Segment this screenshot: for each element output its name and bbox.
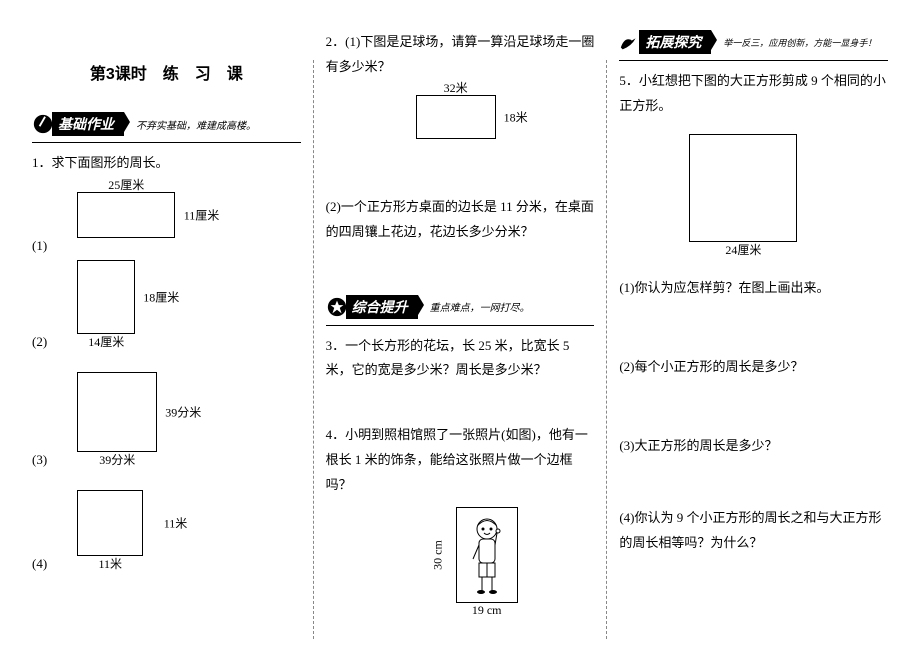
question-1: 1．求下面图形的周长。 xyxy=(32,151,301,176)
q1-tag-1: (1) xyxy=(32,238,54,254)
badge-comprehensive-sub: 重点难点，一网打尽。 xyxy=(430,299,530,314)
section-underline xyxy=(32,142,301,143)
section-underline xyxy=(326,325,595,326)
star-icon xyxy=(326,296,348,318)
section-header-comprehensive: 综合提升 重点难点，一网打尽。 xyxy=(326,295,595,319)
q1-3-bottom: 39分米 xyxy=(77,451,157,468)
q1-2-right: 18厘米 xyxy=(143,288,179,305)
badge-extend-sub: 举一反三，应用创新，方能一显身手！ xyxy=(723,36,876,49)
question-2a: 2．(1)下图是足球场，请算一算沿足球场走一圈有多少米？ xyxy=(326,30,595,79)
q1-tag-4: (4) xyxy=(32,556,54,572)
rectangle-shape xyxy=(416,95,496,139)
column-1: 第3课时 练 习 课 基础作业 不弃实基础，难建成高楼。 1．求下面图形的周长。… xyxy=(20,30,313,649)
photo-frame: 30 cm 19 cm xyxy=(456,507,518,603)
q1-4-bottom: 11米 xyxy=(77,555,143,572)
q1-tag-3: (3) xyxy=(32,452,54,468)
badge-basic-sub: 不弃实基础，难建成高楼。 xyxy=(136,117,256,132)
page-title: 第3课时 练 习 课 xyxy=(32,60,301,84)
q1-item-1: (1) 25厘米 11厘米 xyxy=(32,186,301,254)
question-5-1: (1)你认为应怎样剪？在图上画出来。 xyxy=(619,276,888,301)
q1-item-2: (2) 18厘米 14厘米 xyxy=(32,254,301,350)
column-3: 拓展探究 举一反三，应用创新，方能一显身手！ 5．小红想把下图的大正方形剪成 9… xyxy=(607,30,900,649)
q2-top: 32米 xyxy=(416,79,496,96)
question-5-4: (4)你认为 9 个小正方形的周长之和与大正方形的周长相等吗？为什么？ xyxy=(619,506,888,555)
boy-icon xyxy=(467,515,507,595)
q1-1-right: 11厘米 xyxy=(184,206,220,223)
q1-3-right: 39分米 xyxy=(165,403,201,420)
badge-extend: 拓展探究 xyxy=(639,30,711,54)
section-header-extend: 拓展探究 举一反三，应用创新，方能一显身手！ xyxy=(619,30,888,54)
badge-comprehensive: 综合提升 xyxy=(346,295,418,319)
square-shape xyxy=(689,134,797,242)
q1-item-3: (3) 39分米 39分米 xyxy=(32,366,301,468)
square-shape xyxy=(77,372,157,452)
rectangle-shape xyxy=(77,192,175,238)
q1-tag-2: (2) xyxy=(32,334,54,350)
question-5-2: (2)每个小正方形的周长是多少？ xyxy=(619,355,888,380)
q1-1-top: 25厘米 xyxy=(77,176,175,193)
square-shape xyxy=(77,490,143,556)
q5-bottom: 24厘米 xyxy=(689,241,797,258)
section-underline xyxy=(619,60,888,61)
question-3: 3．一个长方形的花坛，长 25 米，比宽长 5 米，它的宽是多少米？周长是多少米… xyxy=(326,334,595,383)
q1-2-bottom: 14厘米 xyxy=(77,333,135,350)
question-2b: (2)一个正方形方桌面的边长是 11 分米，在桌面的四周镶上花边，花边长多少分米… xyxy=(326,195,595,244)
badge-basic: 基础作业 xyxy=(52,112,124,136)
question-5-3: (3)大正方形的周长是多少？ xyxy=(619,434,888,459)
q1-4-right: 11米 xyxy=(164,514,188,531)
wing-icon xyxy=(619,31,641,53)
column-2: 2．(1)下图是足球场，请算一算沿足球场走一圈有多少米？ 32米 18米 (2)… xyxy=(314,30,607,649)
pencil-icon xyxy=(32,113,54,135)
q2-right: 18米 xyxy=(504,109,528,126)
q4-bottom: 19 cm xyxy=(457,603,517,618)
question-5: 5．小红想把下图的大正方形剪成 9 个相同的小正方形。 xyxy=(619,69,888,118)
q1-item-4: (4) 11米 11米 xyxy=(32,484,301,572)
section-header-basic: 基础作业 不弃实基础，难建成高楼。 xyxy=(32,112,301,136)
rectangle-shape xyxy=(77,260,135,334)
question-4: 4．小明到照相馆照了一张照片(如图)，他有一根长 1 米的饰条，能给这张照片做一… xyxy=(326,423,595,497)
q4-left: 30 cm xyxy=(430,540,445,570)
